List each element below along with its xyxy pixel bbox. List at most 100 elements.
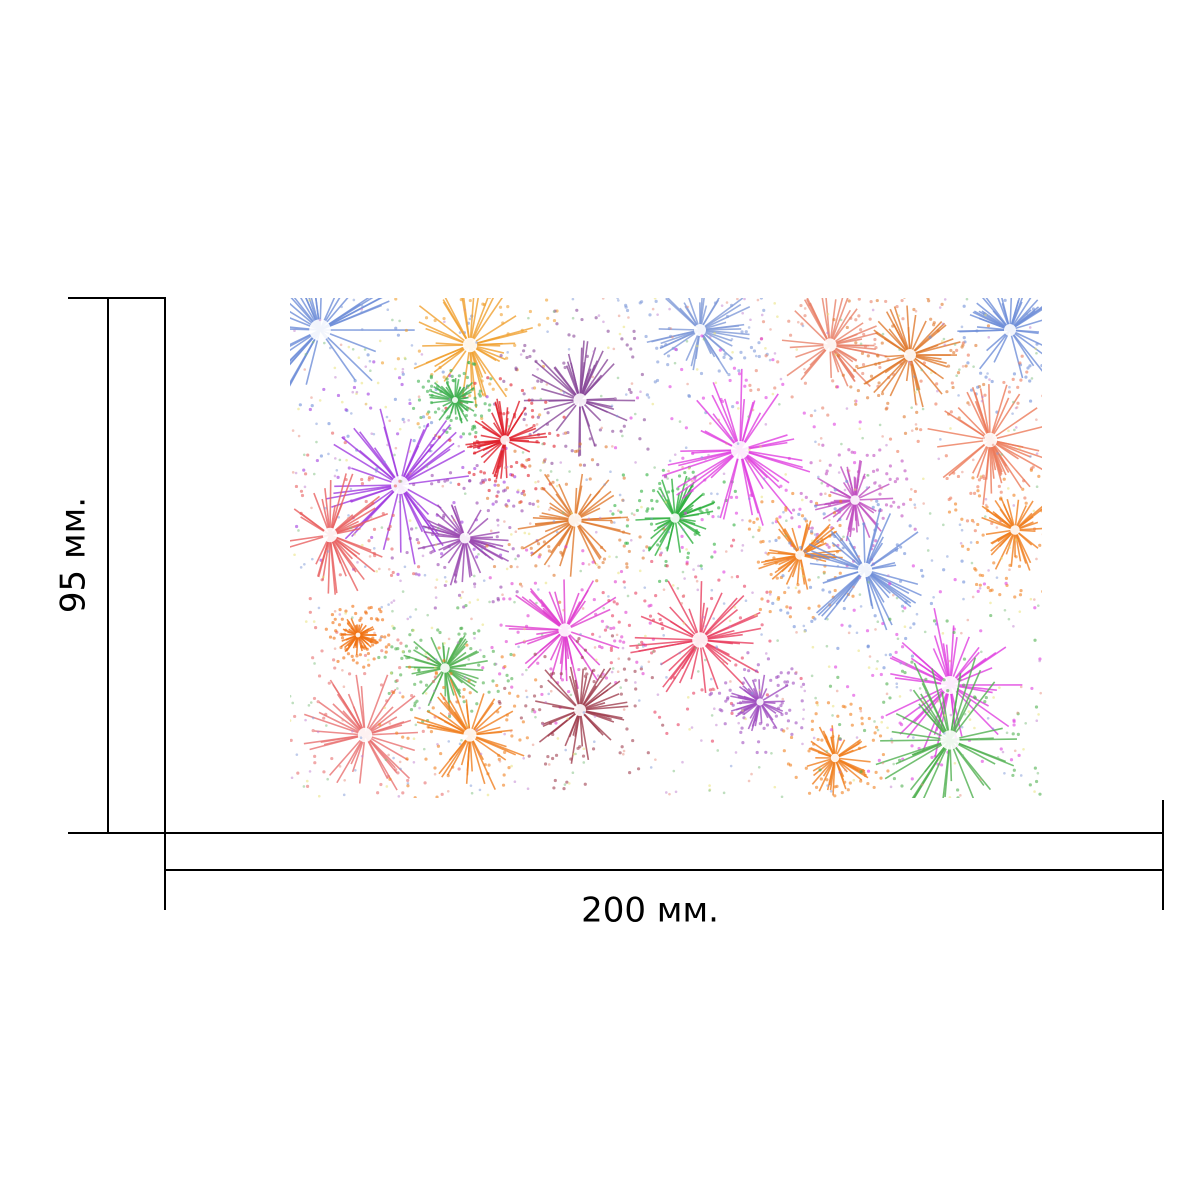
firework-stroke xyxy=(364,731,418,736)
firework-stroke xyxy=(332,636,336,640)
firework-stroke xyxy=(442,316,446,321)
firework-stroke xyxy=(894,650,898,654)
firework-stroke xyxy=(439,390,443,394)
firework-stroke xyxy=(305,298,321,331)
firework-stroke xyxy=(730,544,734,548)
firework-stroke xyxy=(505,718,509,722)
firework-stroke xyxy=(1012,768,1016,772)
firework-stroke xyxy=(863,344,868,349)
firework-stroke xyxy=(751,679,761,703)
firework-stroke xyxy=(578,399,581,457)
firework-stroke xyxy=(880,739,951,742)
firework-stroke xyxy=(522,519,576,550)
firework-stroke xyxy=(949,410,953,414)
firework-stroke xyxy=(329,534,359,592)
firework-stroke xyxy=(938,758,941,762)
firework-stroke xyxy=(313,492,331,536)
firework-stroke xyxy=(520,388,525,393)
firework-stroke xyxy=(508,597,512,601)
firework-stroke xyxy=(527,532,531,536)
firework-stroke xyxy=(936,389,939,393)
firework-stroke xyxy=(475,555,479,559)
firework-stroke xyxy=(640,615,701,641)
firework-stroke xyxy=(999,490,1003,494)
firework-stroke xyxy=(757,354,761,359)
firework-stroke xyxy=(931,668,951,741)
firework-stroke xyxy=(412,737,416,740)
firework-stroke xyxy=(490,645,494,650)
firework-stroke xyxy=(852,693,856,697)
firework-stroke xyxy=(329,480,332,536)
firework-stroke xyxy=(829,344,849,387)
firework-stroke xyxy=(360,477,364,482)
firework-stroke xyxy=(826,312,830,316)
firework-stroke xyxy=(695,368,699,371)
firework-stroke xyxy=(712,707,716,711)
firework-stroke xyxy=(496,523,500,527)
firework-stroke xyxy=(976,522,980,527)
firework-stroke xyxy=(564,629,620,649)
firework-stroke xyxy=(1006,498,1016,531)
firework-stroke xyxy=(997,484,1001,488)
firework-stroke xyxy=(975,540,979,545)
firework-stroke xyxy=(890,673,951,686)
firework-stroke xyxy=(654,594,658,598)
firework-stroke xyxy=(618,493,622,497)
firework-stroke xyxy=(739,449,790,484)
firework-stroke xyxy=(968,403,971,407)
firework-stroke xyxy=(1009,329,1042,372)
firework-stroke xyxy=(333,647,337,650)
firework-stroke xyxy=(972,491,977,495)
firework-stroke xyxy=(459,596,463,599)
firework-stroke xyxy=(798,589,801,593)
firework-stroke xyxy=(610,404,614,408)
firework-stroke xyxy=(310,404,314,408)
firework-stroke xyxy=(783,680,787,684)
firework-stroke xyxy=(416,502,420,505)
firework-stroke xyxy=(628,771,632,775)
firework-stroke xyxy=(615,602,619,606)
firework-stroke xyxy=(383,655,387,659)
firework-stroke xyxy=(1010,529,1016,567)
firework-stroke xyxy=(646,329,701,344)
firework-stroke xyxy=(534,564,538,568)
firework-stroke xyxy=(729,436,733,440)
firework-stroke xyxy=(1019,589,1023,593)
firework-stroke xyxy=(368,359,372,363)
firework-stroke xyxy=(898,579,903,583)
firework-stroke xyxy=(502,480,506,484)
firework-stroke xyxy=(779,377,783,381)
firework-stroke xyxy=(465,734,471,784)
firework-stroke xyxy=(634,687,638,691)
firework-stroke xyxy=(836,646,840,650)
firework-stroke xyxy=(773,386,777,390)
firework-stroke xyxy=(384,645,388,649)
firework-stroke xyxy=(571,771,575,775)
firework-stroke xyxy=(724,681,728,685)
firework-stroke xyxy=(788,333,793,337)
firework-stroke xyxy=(810,555,814,559)
firework-stroke xyxy=(748,383,752,387)
firework-stroke xyxy=(486,376,490,380)
firework-stroke xyxy=(966,353,970,357)
firework-stroke xyxy=(530,401,534,405)
firework-stroke xyxy=(622,580,626,584)
firework-stroke xyxy=(331,658,336,662)
firework-stroke xyxy=(989,439,1003,484)
firework-stroke xyxy=(390,601,393,604)
firework-stroke xyxy=(394,326,398,330)
firework-stroke xyxy=(718,348,722,352)
firework-stroke xyxy=(1005,731,1009,735)
firework-stroke xyxy=(440,663,450,673)
firework-stroke xyxy=(988,378,991,381)
firework-stroke xyxy=(360,328,364,331)
firework-stroke xyxy=(648,313,652,317)
firework-stroke xyxy=(758,722,762,726)
firework-stroke xyxy=(441,409,445,412)
firework-stroke xyxy=(962,597,965,601)
firework-stroke xyxy=(600,619,605,623)
firework-stroke xyxy=(806,757,836,767)
firework-stroke xyxy=(455,700,458,703)
firework-stroke xyxy=(360,482,365,486)
firework-stroke xyxy=(761,539,765,544)
